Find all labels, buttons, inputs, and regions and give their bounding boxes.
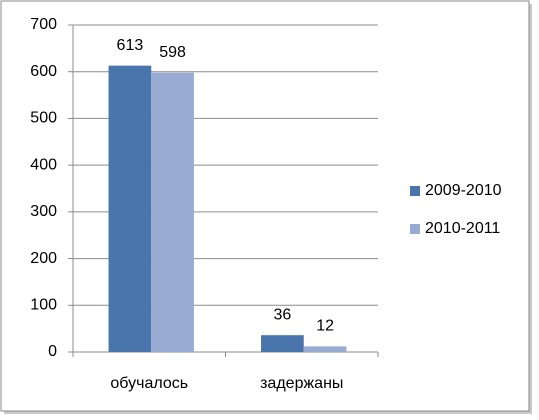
y-tick-label: 300 [30, 203, 57, 220]
legend-swatch [410, 224, 420, 234]
bar [303, 346, 347, 352]
bar [261, 335, 304, 352]
bar [151, 72, 194, 353]
x-tick-label: обучалось [110, 375, 188, 392]
data-label: 36 [274, 306, 292, 323]
data-label: 613 [117, 37, 144, 54]
y-tick-label: 600 [30, 63, 57, 80]
y-tick-label: 100 [30, 297, 57, 314]
y-tick-label: 500 [30, 110, 57, 127]
bar [108, 65, 152, 353]
y-tick-label: 700 [30, 16, 57, 33]
y-tick-label: 0 [48, 343, 57, 360]
y-tick-label: 400 [30, 156, 57, 173]
data-label: 12 [316, 318, 334, 335]
legend-swatch [410, 186, 420, 196]
legend-label: 2009-2010 [425, 182, 502, 199]
data-label: 598 [159, 44, 186, 61]
x-tick-label: задержаны [260, 375, 343, 392]
legend-label: 2010-2011 [425, 220, 500, 237]
y-tick-label: 200 [30, 250, 57, 267]
